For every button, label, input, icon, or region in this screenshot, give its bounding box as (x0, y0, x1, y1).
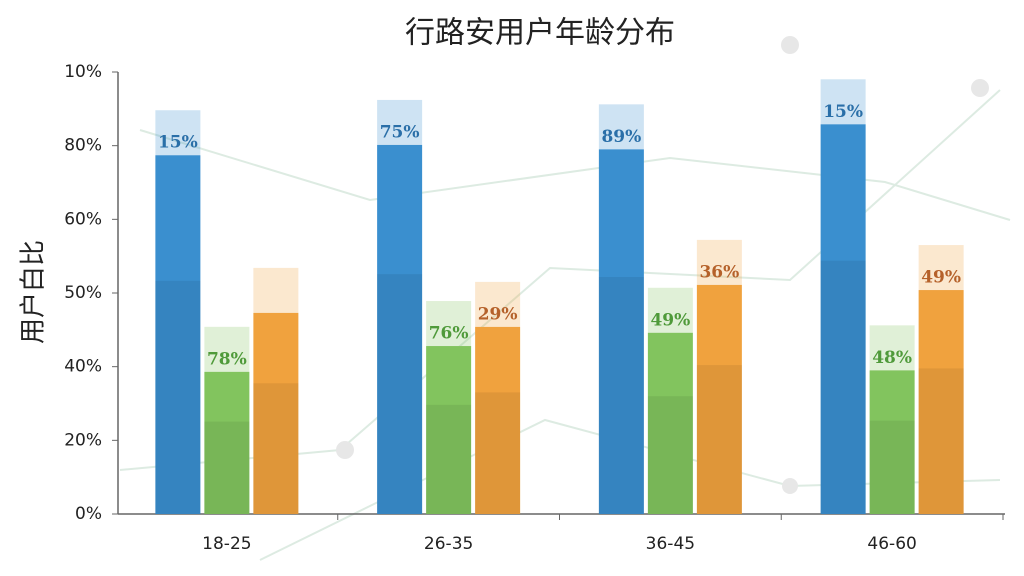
y-tick-label: 80% (64, 136, 102, 156)
bar-cap (475, 281, 521, 327)
y-tick-label: 50% (64, 283, 102, 303)
bar-cap (253, 267, 299, 313)
data-label: 15% (158, 133, 198, 153)
bar-shade (918, 368, 964, 514)
bar-shade (253, 383, 299, 514)
bar-cap (820, 79, 866, 125)
y-tick-label: 10% (64, 62, 102, 82)
bar (869, 370, 915, 514)
bar-cap (598, 104, 644, 150)
data-label: 75% (380, 122, 420, 142)
data-label: 78% (207, 349, 247, 369)
bar-cap (918, 245, 964, 291)
data-label: 49% (650, 310, 690, 330)
x-tick-label: 26-35 (424, 534, 473, 554)
bar-cap (426, 301, 472, 347)
bar (155, 155, 201, 514)
data-label: 89% (601, 127, 641, 147)
data-label: 76% (429, 324, 469, 344)
bar-cap (696, 239, 742, 285)
bar-shade (426, 404, 472, 514)
bar (647, 332, 693, 514)
bar-shade (598, 276, 644, 514)
y-axis-label: 用户白比 (19, 240, 49, 344)
data-label: 29% (478, 304, 518, 324)
bar (253, 312, 299, 514)
bar-shade (475, 392, 521, 514)
bar-shade (820, 260, 866, 514)
y-tick-label: 0% (75, 504, 102, 524)
x-tick-label: 36-45 (646, 534, 695, 554)
bar-cap (204, 326, 250, 372)
data-label: 36% (699, 262, 739, 282)
bar (820, 124, 866, 514)
bar (475, 326, 521, 514)
x-tick-label: 18-25 (202, 534, 251, 554)
data-label: 15% (823, 102, 863, 122)
bar (696, 284, 742, 514)
y-tick-label: 60% (64, 209, 102, 229)
bar-shade (869, 420, 915, 514)
bar-cap (647, 287, 693, 333)
bar-cap (155, 110, 201, 156)
data-label: 49% (921, 268, 961, 288)
bar-shade (377, 274, 423, 514)
bar-shade (647, 396, 693, 514)
bar-shade (155, 280, 201, 514)
bar-shade (696, 365, 742, 514)
bar (377, 144, 423, 514)
bar (598, 149, 644, 514)
bar-cap (869, 325, 915, 371)
y-tick-label: 20% (64, 430, 102, 450)
bar (918, 290, 964, 514)
bar-cap (377, 99, 423, 145)
y-tick-label: 40% (64, 357, 102, 377)
x-tick-label: 46-60 (867, 534, 916, 554)
bar-shade (204, 421, 250, 514)
data-label: 48% (872, 348, 912, 368)
chart-title: 行路安用户年龄分布 (405, 16, 675, 51)
bar (204, 371, 250, 514)
bar (426, 346, 472, 514)
